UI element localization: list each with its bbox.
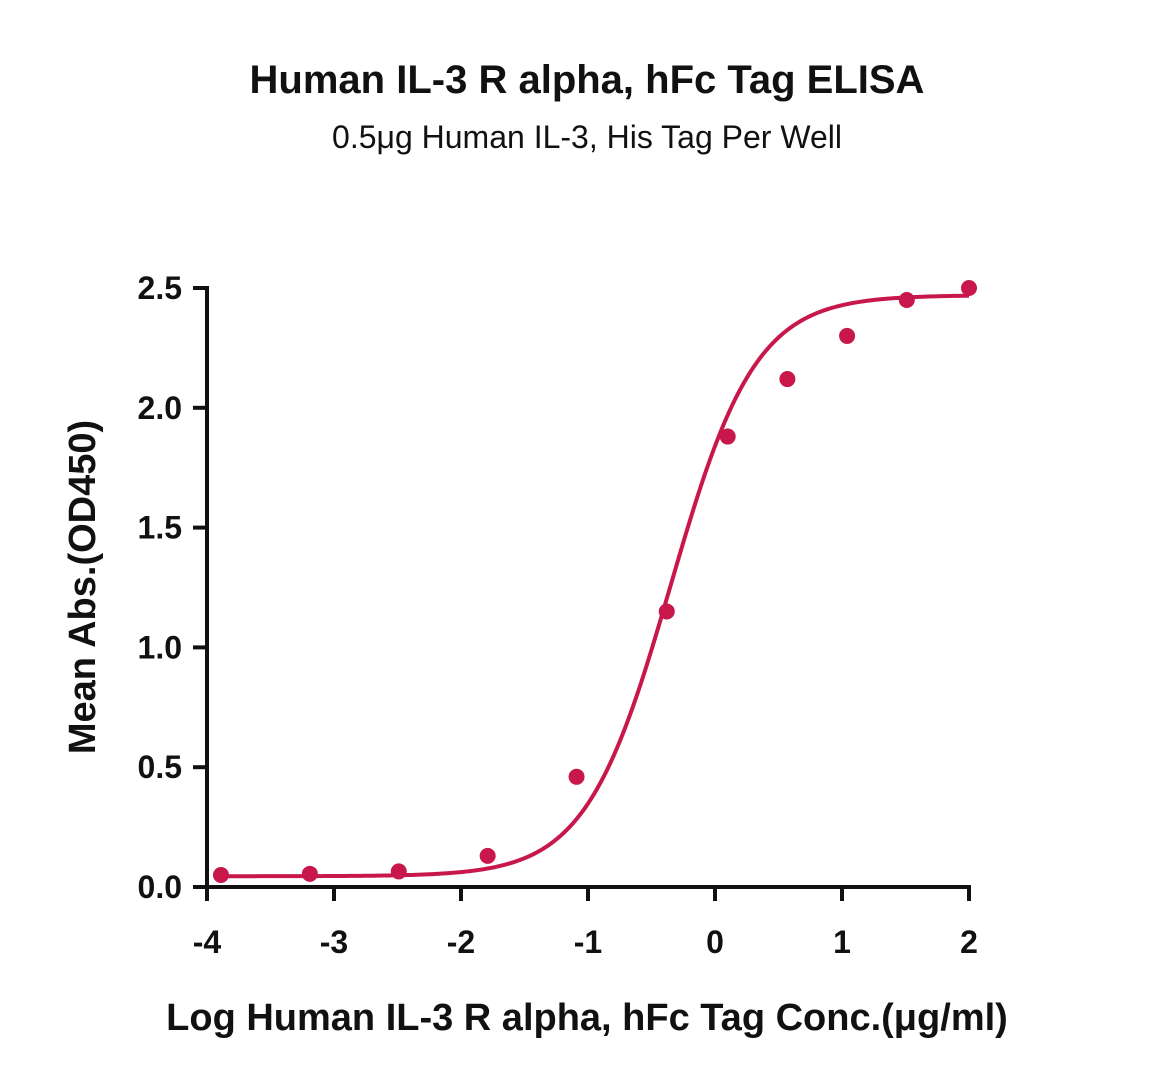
y-tick-label: 1.0 bbox=[138, 629, 182, 665]
data-point bbox=[719, 428, 736, 445]
y-tick-label: 0.5 bbox=[138, 749, 182, 785]
y-tick-label: 0.0 bbox=[138, 869, 182, 905]
x-tick-label: -4 bbox=[193, 924, 222, 960]
x-tick-label: 2 bbox=[960, 924, 978, 960]
data-point bbox=[779, 371, 796, 388]
x-tick-label: -1 bbox=[574, 924, 602, 960]
data-point bbox=[839, 327, 856, 344]
ticks: -4 -3 -2 -1 0 1 2 0.0 0.5 1.0 1.5 2.0 2.5 bbox=[138, 270, 978, 960]
data-point bbox=[961, 280, 977, 296]
x-tick-label: 1 bbox=[833, 924, 851, 960]
y-axis-title: Mean Abs.(OD450) bbox=[62, 420, 104, 754]
data-point bbox=[658, 603, 675, 620]
y-tick-label: 2.0 bbox=[138, 390, 182, 426]
fit-curve-group bbox=[220, 293, 970, 879]
x-tick-label: -2 bbox=[447, 924, 475, 960]
data-point bbox=[898, 291, 915, 308]
data-point bbox=[479, 847, 496, 864]
fit-curve bbox=[220, 293, 970, 879]
data-point bbox=[568, 768, 585, 785]
x-tick-label: 0 bbox=[706, 924, 724, 960]
chart-title: Human IL-3 R alpha, hFc Tag ELISA bbox=[250, 58, 925, 102]
data-point bbox=[212, 867, 229, 884]
x-tick-label: -3 bbox=[320, 924, 348, 960]
data-point bbox=[390, 863, 407, 880]
x-axis-title: Log Human IL-3 R alpha, hFc Tag Conc.(μg… bbox=[166, 997, 1008, 1039]
y-tick-label: 1.5 bbox=[138, 510, 182, 546]
axes bbox=[205, 286, 971, 889]
data-points bbox=[212, 280, 977, 884]
y-tick-label: 2.5 bbox=[138, 270, 182, 306]
data-point bbox=[301, 865, 318, 882]
chart-subtitle: 0.5μg Human IL-3, His Tag Per Well bbox=[332, 119, 842, 155]
